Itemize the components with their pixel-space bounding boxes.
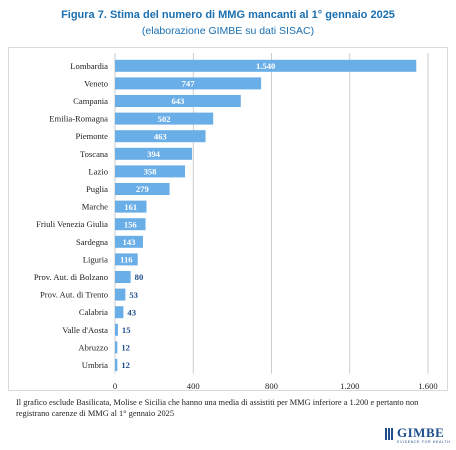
value-label-6: 358 bbox=[144, 167, 158, 177]
value-label-16: 12 bbox=[121, 343, 130, 353]
value-label-5: 394 bbox=[147, 149, 161, 159]
value-label-4: 463 bbox=[154, 131, 167, 141]
category-label-12: Prov. Aut. di Bolzano bbox=[34, 272, 108, 282]
bar-11 bbox=[115, 253, 138, 266]
value-label-1: 747 bbox=[182, 79, 196, 89]
chart-title: Figura 7. Stima del numero di MMG mancan… bbox=[61, 9, 395, 21]
bar-9 bbox=[115, 218, 146, 231]
bar-16 bbox=[115, 341, 118, 354]
category-label-3: Emilia-Romagna bbox=[49, 114, 108, 124]
category-label-1: Veneto bbox=[84, 78, 108, 88]
gimbe-logo: GIMBE EVIDENCE FOR HEALTH bbox=[383, 425, 451, 445]
value-label-12: 80 bbox=[135, 272, 144, 282]
bar-7 bbox=[115, 183, 170, 195]
value-label-14: 43 bbox=[127, 307, 136, 317]
category-label-7: Puglia bbox=[86, 184, 108, 194]
value-label-13: 53 bbox=[129, 290, 138, 300]
value-label-0: 1.540 bbox=[256, 61, 275, 71]
category-label-10: Sardegna bbox=[76, 237, 108, 247]
bar-0 bbox=[115, 59, 417, 72]
x-tick-label-3: 1.200 bbox=[340, 381, 359, 391]
bar-4 bbox=[115, 130, 206, 143]
category-label-13: Prov. Aut. di Trento bbox=[40, 290, 108, 300]
x-tick-label-4: 1.600 bbox=[418, 381, 437, 391]
value-label-7: 279 bbox=[136, 184, 149, 194]
bar-13 bbox=[115, 288, 126, 301]
value-label-2: 643 bbox=[171, 96, 184, 106]
bar-6 bbox=[115, 165, 186, 178]
footnote: Il grafico esclude Basilicata, Molise e … bbox=[16, 398, 419, 418]
category-label-14: Calabria bbox=[79, 307, 108, 317]
value-label-9: 156 bbox=[124, 219, 138, 229]
value-label-10: 143 bbox=[123, 237, 136, 247]
category-label-0: Lombardia bbox=[70, 61, 108, 71]
category-label-5: Toscana bbox=[80, 149, 108, 159]
bar-8 bbox=[115, 200, 147, 213]
bar-chart: Lombardia 1.540 Veneto 747 Campania 643 Emilia… bbox=[34, 53, 438, 391]
bar-1 bbox=[115, 77, 262, 90]
value-label-11: 116 bbox=[120, 255, 133, 265]
x-tick-label-1: 400 bbox=[187, 381, 200, 391]
category-label-15: Valle d'Aosta bbox=[62, 325, 108, 335]
value-label-15: 15 bbox=[122, 325, 131, 335]
bar-10 bbox=[115, 235, 143, 248]
value-label-3: 502 bbox=[158, 114, 171, 124]
bar-12 bbox=[115, 271, 131, 283]
category-label-17: Umbria bbox=[82, 360, 108, 370]
x-tick-label-2: 800 bbox=[265, 381, 278, 391]
bar-15 bbox=[115, 323, 118, 336]
category-label-11: Liguria bbox=[83, 254, 108, 264]
bar-14 bbox=[115, 306, 124, 319]
chart-frame bbox=[8, 47, 448, 391]
category-label-8: Marche bbox=[82, 202, 108, 212]
logo-tagline: EVIDENCE FOR HEALTH bbox=[397, 440, 451, 444]
value-label-17: 12 bbox=[121, 360, 130, 370]
value-label-8: 161 bbox=[124, 202, 137, 212]
logo-word: GIMBE bbox=[397, 425, 445, 440]
category-label-9: Friuli Venezia Giulia bbox=[36, 219, 108, 229]
bar-3 bbox=[115, 112, 214, 125]
bar-5 bbox=[115, 147, 193, 160]
bar-2 bbox=[115, 95, 241, 107]
logo-mark-icon bbox=[385, 428, 393, 440]
category-label-2: Campania bbox=[73, 96, 108, 106]
bar-17 bbox=[115, 359, 118, 371]
category-label-16: Abruzzo bbox=[78, 342, 108, 352]
category-label-6: Lazio bbox=[88, 166, 108, 176]
category-label-4: Piemonte bbox=[76, 131, 109, 141]
x-tick-label-0: 0 bbox=[113, 381, 117, 391]
chart-subtitle: (elaborazione GIMBE su dati SISAC) bbox=[141, 25, 315, 37]
